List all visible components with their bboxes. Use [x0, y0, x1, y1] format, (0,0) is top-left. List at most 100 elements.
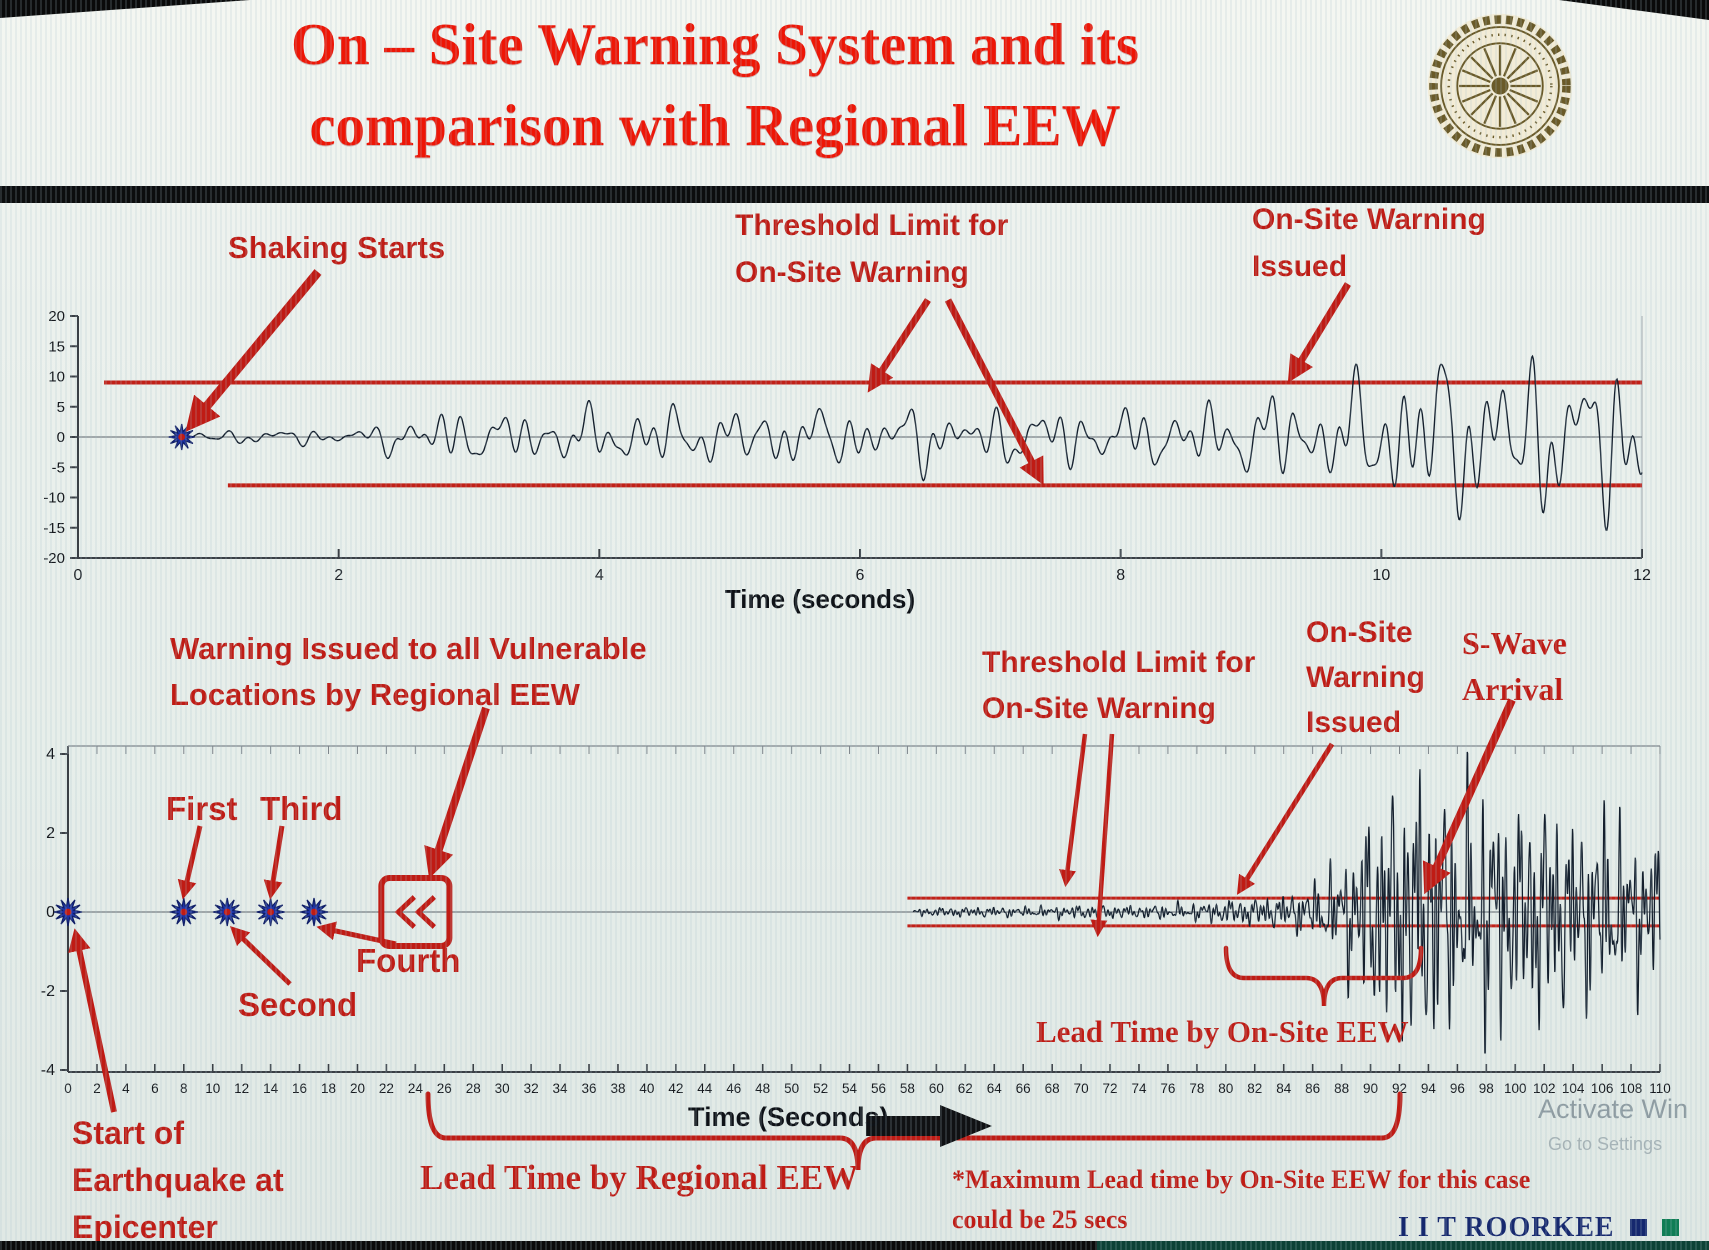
second-detection-label: Second [238, 986, 358, 1023]
fourth-detection-label: Fourth [356, 942, 461, 979]
x-tick-label: 8 [1116, 567, 1125, 584]
onsite-issued-bottom-line3: Issued [1306, 706, 1402, 739]
onsite-warning-issued-label-top: On-Site Warning Issued [1252, 196, 1486, 290]
second-detection-arrow [229, 926, 292, 986]
threshold1-upper-arrow [867, 298, 931, 393]
s-wave-line2: Arrival [1462, 671, 1564, 707]
x-tick-label: 28 [466, 1081, 481, 1096]
x-tick-label: 102 [1533, 1081, 1556, 1096]
y-tick-label: 5 [57, 399, 65, 416]
x-tick-label: 74 [1131, 1081, 1147, 1096]
x-tick-label: 78 [1189, 1081, 1204, 1096]
lead-time-regional-label: Lead Time by Regional EEW [420, 1158, 859, 1197]
logo-gear-ring-icon [1429, 15, 1571, 157]
activate-windows-watermark-line2: Go to Settings [1548, 1134, 1663, 1154]
logo-spoke [1502, 95, 1517, 125]
x-tick-label: 14 [263, 1081, 279, 1096]
max-lead-time-footnote: *Maximum Lead time by On-Site EEW for th… [952, 1160, 1530, 1240]
footer-square-navy-icon [1629, 1219, 1647, 1236]
footer-brand: I I T ROORKEE [1398, 1212, 1679, 1244]
x-tick-label: 34 [553, 1081, 569, 1096]
s-wave-line1: S-Wave [1462, 625, 1567, 661]
third-detection-label: Third [260, 790, 343, 827]
time-direction-arrow-icon [866, 1105, 992, 1147]
logo-spoke [1483, 47, 1498, 77]
warning-symbol-chevron [414, 895, 437, 929]
x-tick-label: 62 [958, 1081, 973, 1096]
x-tick-label: 6 [151, 1081, 159, 1096]
star-center-dot [223, 908, 231, 916]
top-seismogram-chart: 20 15 10 5 0 -5 -10 -15 -20 0 2 4 6 8 10 12 [43, 308, 1651, 584]
x-tick-label: 86 [1305, 1081, 1320, 1096]
x-tick-label: 32 [524, 1081, 539, 1096]
x-tick-label: 4 [122, 1081, 130, 1096]
third-detection-arrow [263, 825, 285, 900]
x-tick-label: 46 [726, 1081, 741, 1096]
x-tick-label: 52 [813, 1081, 828, 1096]
x-tick-label: 18 [321, 1081, 336, 1096]
y-tick-label: -15 [43, 520, 65, 537]
x-tick-label: 44 [697, 1081, 713, 1096]
seismic-waveform [912, 751, 1661, 1054]
logo-spoke [1461, 69, 1491, 84]
x-tick-label: 30 [495, 1081, 510, 1096]
x-tick-label: 68 [1045, 1081, 1060, 1096]
y-tick-label: 0 [46, 904, 55, 921]
onsite-warning-issued-label-bottom: On-Site Warning Issued [1306, 610, 1425, 745]
x-tick-label: 42 [668, 1081, 683, 1096]
x-tick-label: 22 [379, 1081, 394, 1096]
x-tick-label: 88 [1334, 1081, 1349, 1096]
logo-spoke [1509, 88, 1539, 103]
x-tick-label: 38 [610, 1081, 625, 1096]
x-tick-label: 10 [205, 1081, 220, 1096]
x-tick-label: 10 [1372, 567, 1390, 584]
logo-outer-circle [1440, 26, 1560, 146]
page-title: On – Site Warning System and its compari… [0, 4, 1430, 166]
regional-warning-line2: Locations by Regional EEW [170, 677, 580, 712]
x-tick-label: 16 [292, 1081, 307, 1096]
logo-spoke [1509, 69, 1539, 84]
x-tick-label: 58 [900, 1081, 915, 1096]
logo-spoke [1502, 47, 1517, 77]
logo-spoke [1506, 92, 1530, 116]
footnote-line1: *Maximum Lead time by On-Site EEW for th… [952, 1165, 1531, 1194]
x-tick-label: 48 [755, 1081, 770, 1096]
x-tick-label: 12 [1633, 567, 1651, 584]
y-tick-label: 0 [57, 429, 65, 446]
epicenter-line3: Epicenter [72, 1209, 218, 1245]
x-tick-label: 70 [1074, 1081, 1089, 1096]
threshold2-upper-arrow [1059, 733, 1088, 888]
shaking-starts-arrow [185, 269, 322, 432]
y-tick-label: 15 [48, 338, 65, 355]
star-center-dot [64, 908, 72, 916]
x-tick-label: 84 [1276, 1081, 1292, 1096]
bottom-chart-xlabel: Time (Seconds) [688, 1102, 889, 1132]
x-tick-label: 40 [639, 1081, 654, 1096]
photo-edge-bottom-left [0, 1241, 1097, 1250]
page-title-line2: comparison with Regional EEW [309, 91, 1121, 158]
y-tick-label: 2 [46, 825, 55, 842]
x-tick-label: 4 [595, 567, 604, 584]
top-chart-xlabel: Time (seconds) [724, 584, 916, 614]
threshold-limit-label-top: Threshold Limit for On-Site Warning [735, 202, 1008, 296]
logo-spoke [1470, 92, 1494, 116]
onsite1-issued-arrow [1287, 282, 1351, 383]
star-center-dot [180, 908, 188, 916]
onsite-issued-bottom-line1: On-Site [1306, 616, 1413, 649]
x-tick-label: 64 [987, 1081, 1003, 1096]
logo-spoke [1483, 95, 1498, 125]
y-tick-label: 10 [48, 369, 65, 386]
logo-hub [1491, 77, 1509, 95]
y-tick-label: -4 [41, 1062, 55, 1079]
epicenter-arrow [68, 928, 117, 1113]
epicenter-line1: Start of [72, 1115, 184, 1151]
threshold-limit-top-line1: Threshold Limit for [735, 209, 1009, 242]
fourth-detection-arrow [316, 921, 397, 947]
regional-warning-line1: Warning Issued to all Vulnerable [170, 631, 647, 666]
onsite-issued-top-line1: On-Site Warning [1252, 203, 1486, 236]
x-tick-label: 90 [1363, 1081, 1378, 1096]
footnote-line2: could be 25 secs [952, 1205, 1128, 1234]
y-tick-label: -10 [43, 490, 65, 507]
